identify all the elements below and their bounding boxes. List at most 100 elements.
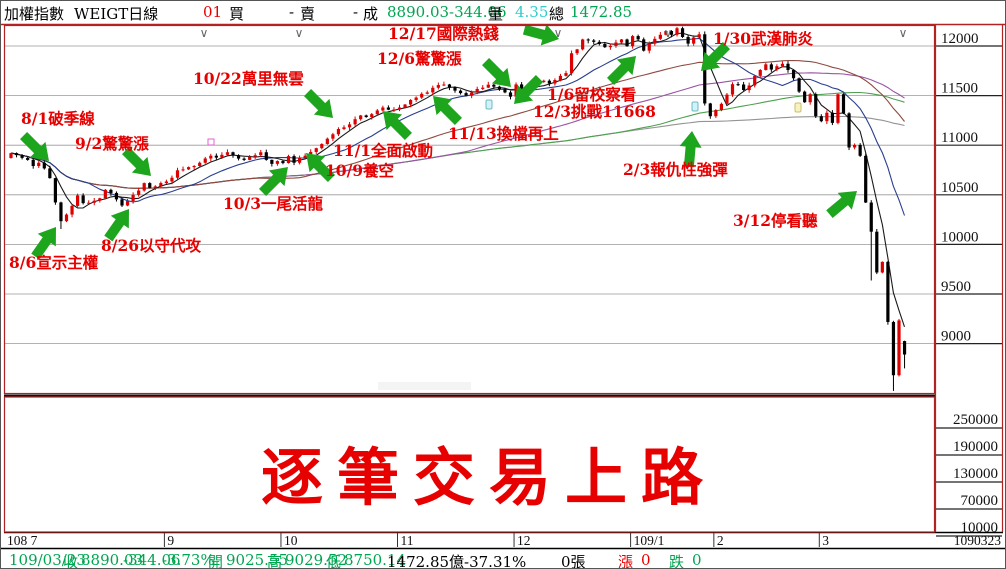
check-marker-icon: ∨	[899, 26, 908, 40]
green-arrow-icon	[306, 153, 335, 182]
gridlines-layer: 12000 11500 11000 10500 10000 9500 9000 250000 1…	[5, 31, 1002, 537]
title-field: 買	[229, 5, 245, 23]
green-arrow-icon	[259, 167, 288, 196]
title-field: -	[353, 3, 359, 21]
flask-marker-icon	[691, 101, 699, 112]
title-field: 加權指數	[4, 5, 65, 23]
status-field: 0	[692, 551, 702, 569]
status-field: 低	[326, 553, 342, 569]
chart-annotation: 1/6留校察看	[547, 85, 637, 104]
status-field: 9025.55	[226, 551, 289, 569]
arrow-layer	[20, 24, 857, 260]
chart-annotation: 3/12停看聽	[733, 211, 818, 230]
status-bar: 109/03/23 收 8890.03 -344.06 -3.73% 開 9025.55 高 9…	[1, 550, 1005, 569]
green-arrow-icon	[607, 56, 636, 85]
status-field: 漲	[618, 553, 634, 569]
candlesticks-layer	[9, 26, 907, 391]
title-field: -	[289, 3, 295, 21]
chart-annotation: 8/26以守代攻	[101, 236, 202, 255]
chart-annotation: 11/1全面啟動	[333, 141, 434, 160]
panel-borders	[1, 23, 1005, 533]
svg-text:11000: 11000	[941, 130, 978, 146]
title-field: 量	[488, 5, 504, 23]
chart-markers: ∨ ∨ ∨ ∨ ∨	[200, 26, 908, 390]
svg-text:10000: 10000	[941, 229, 979, 245]
status-field: 8890.03	[81, 551, 144, 569]
status-field: 高	[267, 553, 283, 569]
status-field: 跌	[669, 553, 685, 569]
svg-text:10500: 10500	[941, 180, 979, 196]
status-field: 1472.85億-37.31%	[387, 553, 527, 569]
chart-annotation: 8/6宣示主權	[9, 253, 99, 272]
status-field: 109/03/23	[9, 551, 86, 569]
green-arrow-icon	[482, 58, 511, 87]
green-arrow-icon	[104, 209, 129, 242]
chart-annotation: 10/3一尾活龍	[223, 194, 324, 213]
green-arrow-icon	[122, 147, 151, 176]
svg-text:3: 3	[822, 533, 829, 548]
svg-text:9500: 9500	[941, 279, 971, 295]
green-arrow-icon	[31, 227, 56, 260]
x-axis: 108 7 9 10 11 12 109/1 2 3 1090323	[1, 531, 1005, 550]
status-field: 9029.52	[285, 551, 348, 569]
green-arrow-icon	[679, 131, 702, 168]
title-field: 01	[203, 3, 223, 21]
svg-text:108 7: 108 7	[7, 533, 38, 548]
svg-text:2: 2	[717, 533, 724, 548]
chart-annotation: 12/3挑戰11668	[533, 102, 656, 121]
chart-annotation: 10/22萬里無雲	[193, 69, 304, 88]
watermark-text: 逐筆交易上路	[181, 425, 797, 519]
chart-annotation: 9/2驚驚漲	[75, 134, 149, 153]
svg-text:130000: 130000	[953, 466, 998, 482]
svg-text:11: 11	[401, 533, 414, 548]
svg-text:190000: 190000	[953, 439, 998, 455]
title-field: WEIGT日線	[74, 5, 159, 23]
svg-text:10: 10	[284, 533, 298, 548]
green-arrow-icon	[383, 111, 412, 140]
green-arrow-icon	[304, 89, 333, 118]
chart-annotation: 12/6驚驚漲	[377, 49, 462, 68]
status-field: -344.06	[123, 551, 181, 569]
svg-text:9: 9	[167, 533, 174, 548]
chart-annotation: 10/9養空	[325, 161, 395, 180]
status-field: 0張	[561, 553, 586, 569]
status-field: 8750.14	[344, 551, 407, 569]
check-marker-icon: ∨	[554, 26, 563, 40]
title-field: 總	[549, 5, 565, 23]
moving-average-lines	[10, 32, 906, 327]
status-field: 開	[208, 553, 224, 569]
title-field: 1472.85	[570, 3, 633, 21]
title-bar: 加權指數 WEIGT日線 01 買 - 賣 - 成 8890.03 -344.06 量 4.35 總 14…	[1, 1, 1005, 24]
green-arrow-icon	[20, 132, 49, 161]
green-arrow-icon	[514, 75, 543, 104]
title-field: 賣	[300, 5, 316, 23]
chart-annotation: 12/17國際熱錢	[388, 24, 499, 43]
svg-text:9000: 9000	[941, 329, 971, 345]
green-arrow-icon	[826, 191, 857, 218]
chart-annotation: 8/1破季線	[21, 109, 95, 128]
svg-text:70000: 70000	[961, 493, 999, 509]
title-field: -344.06	[449, 3, 507, 21]
check-marker-icon: ∨	[200, 26, 209, 40]
chart-annotation: 2/3報仇性強彈	[623, 160, 728, 179]
flask-marker-icon	[485, 99, 493, 110]
flask-marker-icon	[794, 102, 802, 113]
green-arrow-icon	[522, 24, 559, 46]
title-field: 8890.03	[387, 3, 450, 21]
green-arrow-icon	[433, 96, 462, 125]
status-field: 0	[641, 551, 651, 569]
svg-text:250000: 250000	[953, 412, 998, 428]
check-marker-icon: ∨	[664, 26, 673, 40]
chart-annotation: 1/30武漢肺炎	[713, 29, 814, 48]
svg-text:11500: 11500	[941, 81, 978, 97]
status-field: 收	[63, 553, 79, 569]
title-field: 成	[363, 5, 379, 23]
square-marker-icon	[207, 138, 215, 146]
svg-text:1090323: 1090323	[954, 533, 1002, 548]
status-field: -3.73%	[162, 551, 215, 569]
title-field: 4.35	[515, 3, 549, 21]
check-marker-icon: ∨	[295, 26, 304, 40]
green-arrow-icon	[701, 42, 730, 71]
